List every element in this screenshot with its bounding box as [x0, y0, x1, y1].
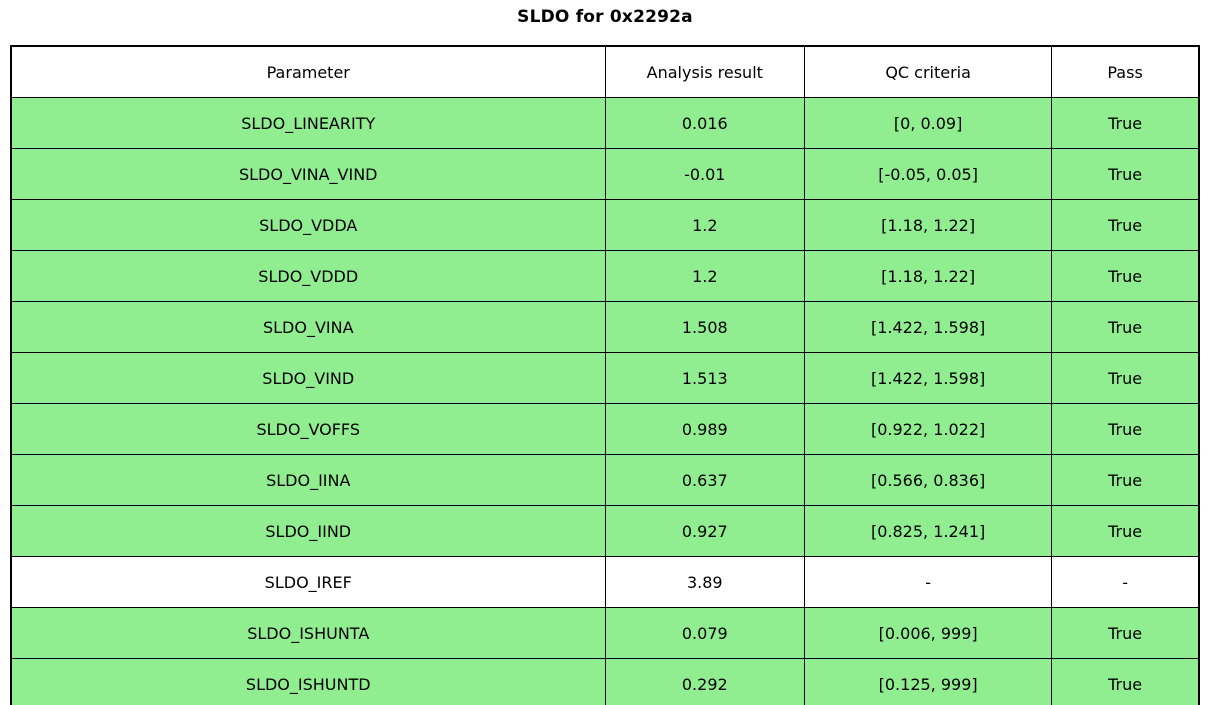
cell-pass: True [1051, 148, 1200, 200]
header-parameter: Parameter [10, 45, 606, 98]
table-row: SLDO_VDDA 1.2 [1.18, 1.22] True [10, 199, 1200, 251]
cell-pass: True [1051, 505, 1200, 557]
cell-parameter: SLDO_VOFFS [10, 403, 606, 455]
cell-result: 0.016 [604, 97, 806, 149]
cell-criteria: [-0.05, 0.05] [804, 148, 1053, 200]
cell-pass: True [1051, 607, 1200, 659]
table-body: SLDO_LINEARITY 0.016 [0, 0.09] True SLDO_VIN… [10, 97, 1200, 705]
cell-pass: True [1051, 301, 1200, 353]
table-row: SLDO_VOFFS 0.989 [0.922, 1.022] True [10, 403, 1200, 455]
cell-criteria: [0.825, 1.241] [804, 505, 1053, 557]
cell-parameter: SLDO_IIND [10, 505, 606, 557]
cell-result: 1.508 [604, 301, 806, 353]
cell-pass: - [1051, 556, 1200, 608]
table-row: SLDO_IIND 0.927 [0.825, 1.241] True [10, 505, 1200, 557]
table-row: SLDO_IINA 0.637 [0.566, 0.836] True [10, 454, 1200, 506]
cell-parameter: SLDO_VDDA [10, 199, 606, 251]
cell-result: 0.292 [604, 658, 806, 705]
cell-result: 0.989 [604, 403, 806, 455]
cell-result: 1.2 [604, 199, 806, 251]
cell-criteria: - [804, 556, 1053, 608]
cell-criteria: [1.18, 1.22] [804, 250, 1053, 302]
table-row: SLDO_ISHUNTD 0.292 [0.125, 999] True [10, 658, 1200, 705]
cell-criteria: [0.922, 1.022] [804, 403, 1053, 455]
cell-parameter: SLDO_ISHUNTA [10, 607, 606, 659]
cell-parameter: SLDO_IINA [10, 454, 606, 506]
cell-result: 0.079 [604, 607, 806, 659]
cell-parameter: SLDO_VDDD [10, 250, 606, 302]
table-row: SLDO_VDDD 1.2 [1.18, 1.22] True [10, 250, 1200, 302]
cell-pass: True [1051, 199, 1200, 251]
cell-pass: True [1051, 658, 1200, 705]
cell-criteria: [1.422, 1.598] [804, 301, 1053, 353]
cell-parameter: SLDO_VINA [10, 301, 606, 353]
cell-criteria: [1.422, 1.598] [804, 352, 1053, 404]
cell-result: 1.2 [604, 250, 806, 302]
header-pass: Pass [1051, 45, 1200, 98]
cell-pass: True [1051, 97, 1200, 149]
cell-criteria: [0.566, 0.836] [804, 454, 1053, 506]
figure-title: SLDO for 0x2292a [517, 7, 693, 27]
table-row: SLDO_VINA_VIND -0.01 [-0.05, 0.05] True [10, 148, 1200, 200]
table-row: SLDO_ISHUNTA 0.079 [0.006, 999] True [10, 607, 1200, 659]
cell-parameter: SLDO_VIND [10, 352, 606, 404]
cell-parameter: SLDO_VINA_VIND [10, 148, 606, 200]
cell-result: 1.513 [604, 352, 806, 404]
table-row: SLDO_LINEARITY 0.016 [0, 0.09] True [10, 97, 1200, 149]
cell-criteria: [1.18, 1.22] [804, 199, 1053, 251]
header-qc-criteria: QC criteria [804, 45, 1053, 98]
table-row: SLDO_VINA 1.508 [1.422, 1.598] True [10, 301, 1200, 353]
cell-result: -0.01 [604, 148, 806, 200]
cell-result: 0.927 [604, 505, 806, 557]
cell-result: 0.637 [604, 454, 806, 506]
cell-criteria: [0, 0.09] [804, 97, 1053, 149]
cell-pass: True [1051, 403, 1200, 455]
cell-pass: True [1051, 250, 1200, 302]
table-header: Parameter Analysis result QC criteria Pa… [10, 45, 1200, 98]
table-row: SLDO_VIND 1.513 [1.422, 1.598] True [10, 352, 1200, 404]
cell-result: 3.89 [604, 556, 806, 608]
header-row: Parameter Analysis result QC criteria Pa… [10, 45, 1200, 98]
cell-pass: True [1051, 352, 1200, 404]
cell-parameter: SLDO_IREF [10, 556, 606, 608]
qc-results-table: Parameter Analysis result QC criteria Pa… [10, 45, 1200, 705]
table-row: SLDO_IREF 3.89- - [10, 556, 1200, 608]
header-analysis-result: Analysis result [604, 45, 806, 98]
cell-pass: True [1051, 454, 1200, 506]
cell-parameter: SLDO_LINEARITY [10, 97, 606, 149]
cell-criteria: [0.006, 999] [804, 607, 1053, 659]
cell-parameter: SLDO_ISHUNTD [10, 658, 606, 705]
cell-criteria: [0.125, 999] [804, 658, 1053, 705]
